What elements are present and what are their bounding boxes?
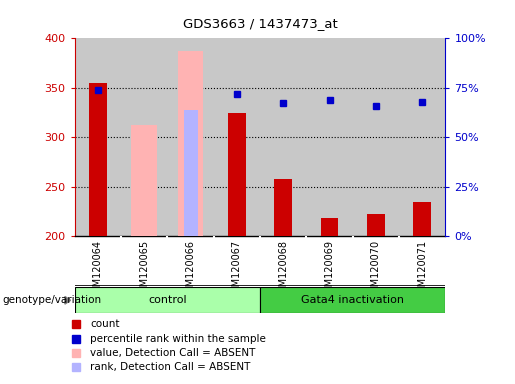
Bar	[121, 38, 167, 236]
Text: GSM120071: GSM120071	[417, 240, 427, 299]
Text: GSM120064: GSM120064	[93, 240, 103, 299]
Bar	[260, 38, 306, 236]
Text: GSM120068: GSM120068	[278, 240, 288, 299]
Bar	[214, 38, 260, 236]
Bar	[260, 287, 445, 313]
Text: Gata4 inactivation: Gata4 inactivation	[301, 295, 404, 305]
Text: GSM120069: GSM120069	[324, 240, 335, 299]
Text: rank, Detection Call = ABSENT: rank, Detection Call = ABSENT	[90, 362, 250, 372]
Bar	[167, 38, 214, 236]
Text: GSM120066: GSM120066	[185, 240, 196, 299]
Text: GSM120065: GSM120065	[139, 240, 149, 299]
Bar	[131, 126, 157, 236]
Text: percentile rank within the sample: percentile rank within the sample	[90, 334, 266, 344]
Text: control: control	[148, 295, 186, 305]
Text: GDS3663 / 1437473_at: GDS3663 / 1437473_at	[183, 17, 337, 30]
Bar	[75, 38, 121, 236]
Bar	[414, 202, 431, 236]
Text: GSM120067: GSM120067	[232, 240, 242, 299]
Bar	[89, 83, 107, 236]
Text: GSM120070: GSM120070	[371, 240, 381, 299]
Bar	[75, 287, 260, 313]
Bar	[306, 38, 353, 236]
Bar	[274, 179, 292, 236]
Text: genotype/variation: genotype/variation	[3, 295, 101, 305]
Text: count: count	[90, 319, 119, 329]
Bar	[353, 38, 399, 236]
Text: value, Detection Call = ABSENT: value, Detection Call = ABSENT	[90, 348, 255, 358]
Bar	[321, 218, 338, 236]
Bar	[367, 214, 385, 236]
Bar	[183, 109, 197, 236]
Bar	[399, 38, 445, 236]
Polygon shape	[65, 296, 71, 304]
Bar	[178, 51, 203, 236]
Bar	[228, 113, 246, 236]
